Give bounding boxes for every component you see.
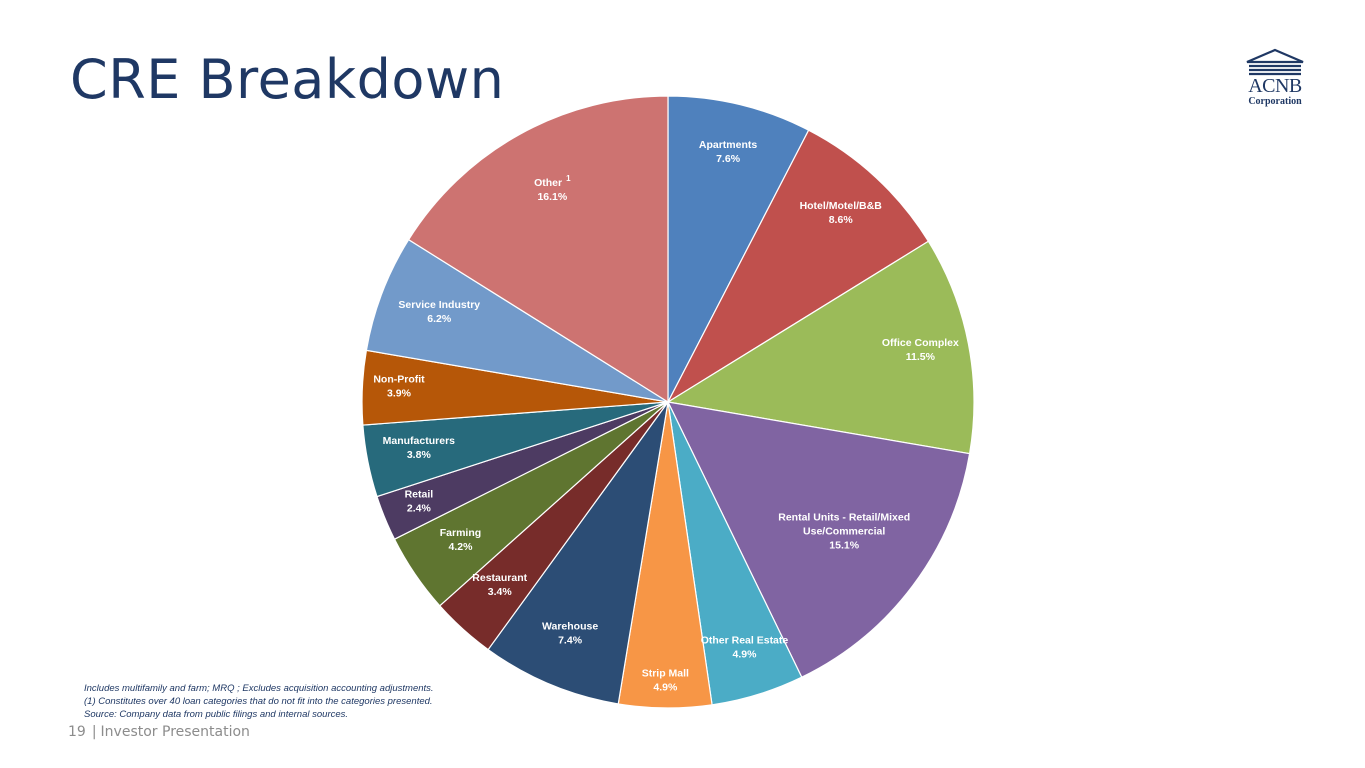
slice-label-manufacturers: Manufacturers 3.8%: [383, 435, 456, 461]
slice-label-retail: Retail 2.4%: [405, 488, 434, 514]
slice-label-strip-mall: Strip Mall 4.9%: [642, 668, 689, 694]
logo-subtitle: Corporation: [1248, 96, 1302, 107]
slice-label-restaurant: Restaurant 3.4%: [472, 572, 527, 598]
pie-slice-service-industry: [365, 238, 669, 403]
slice-label-office-complex: Office Complex 11.5%: [882, 337, 959, 363]
footnote-line: Source: Company data from public filings…: [84, 709, 349, 720]
page-number: 19: [68, 724, 86, 740]
slice-label-service-industry: Service Industry 6.2%: [398, 299, 480, 325]
acnb-logo: ACNB Corporation: [1240, 48, 1310, 110]
logo-name: ACNB: [1248, 75, 1302, 97]
pie-slice-office-complex: [666, 240, 975, 455]
slice-label-apartments: Apartments 7.6%: [699, 139, 758, 165]
footnotes: Includes multifamily and farm; MRQ ; Exc…: [84, 682, 434, 721]
slice-label-other-real-estate: Other Real Estate 4.9%: [701, 635, 789, 661]
footer-separator: |: [91, 724, 97, 740]
slice-label-rental-units-retail-mixed-use-commercial: Rental Units - Retail/Mixed Use/Commercia…: [778, 511, 910, 551]
pie-slice-warehouse: [487, 401, 669, 705]
building-roof-icon: [1246, 48, 1304, 76]
slice-label-warehouse: Warehouse 7.4%: [542, 620, 598, 646]
pie-slice-rental-units-retail-mixed-use-commercial: [666, 401, 971, 679]
slice-label-hotel-motel-b-b: Hotel/Motel/B&B 8.6%: [800, 200, 883, 226]
footnote-line: (1) Constitutes over 40 loan categories …: [84, 696, 433, 707]
footer: 19 | Investor Presentation: [68, 724, 250, 740]
pie-slice-other: [407, 95, 669, 404]
pie-slice-apartments: [667, 95, 810, 403]
slice-label-farming: Farming 4.2%: [440, 527, 481, 553]
slice-label-other: Other 1 16.1%: [534, 174, 571, 203]
footnote-line: Includes multifamily and farm; MRQ ; Exc…: [84, 683, 434, 694]
page-title: CRE Breakdown: [70, 48, 505, 111]
slice-label-non-profit: Non-Profit 3.9%: [373, 373, 425, 399]
footer-label: Investor Presentation: [100, 724, 250, 740]
pie-slice-hotel-motel-b-b: [666, 129, 930, 404]
